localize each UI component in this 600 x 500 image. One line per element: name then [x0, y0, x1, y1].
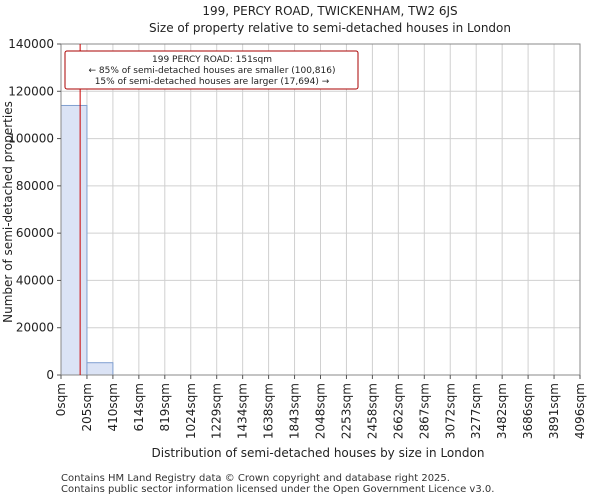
- x-tick-label: 4096sqm: [573, 383, 587, 439]
- x-tick-label: 2253sqm: [339, 383, 353, 439]
- x-tick-label: 3482sqm: [495, 383, 509, 439]
- chart-title: 199, PERCY ROAD, TWICKENHAM, TW2 6JS: [202, 4, 457, 18]
- y-tick-label: 100000: [8, 132, 54, 146]
- x-tick-label: 410sqm: [106, 383, 120, 431]
- x-tick-label: 3072sqm: [443, 383, 457, 439]
- x-tick-label: 1638sqm: [262, 383, 276, 439]
- x-tick-label: 1434sqm: [236, 383, 250, 439]
- x-tick-label: 2662sqm: [391, 383, 405, 439]
- x-tick-label: 3891sqm: [547, 383, 561, 439]
- y-tick-label: 120000: [8, 84, 54, 98]
- x-tick-label: 3277sqm: [469, 383, 483, 439]
- chart-subtitle: Size of property relative to semi-detach…: [149, 21, 511, 35]
- annotation-border: [64, 50, 359, 90]
- grid: [61, 43, 580, 376]
- x-tick-label: 819sqm: [158, 383, 172, 431]
- y-axis-label: Number of semi-detached properties: [1, 101, 15, 323]
- x-tick-label: 2867sqm: [417, 383, 431, 439]
- y-tick-label: 20000: [16, 321, 54, 335]
- x-tick-label: 614sqm: [132, 383, 146, 431]
- footer-copyright: Contains HM Land Registry data © Crown c…: [61, 473, 450, 484]
- x-tick-label: 0sqm: [54, 383, 68, 416]
- annotation-line-3: 15% of semi-detached houses are larger (…: [95, 77, 330, 87]
- annotation-line-2: ← 85% of semi-detached houses are smalle…: [88, 66, 335, 76]
- y-tick-label: 40000: [16, 273, 54, 287]
- annotation-box: 199 PERCY ROAD: 151sqm ← 85% of semi-det…: [64, 50, 359, 90]
- y-tick-label: 60000: [16, 226, 54, 240]
- bar: [60, 104, 88, 376]
- x-tick-label: 1024sqm: [184, 383, 198, 439]
- x-tick-label: 1843sqm: [288, 383, 302, 439]
- y-tick-label: 140000: [8, 37, 54, 51]
- x-tick-label: 1229sqm: [210, 383, 224, 439]
- annotation-line-1: 199 PERCY ROAD: 151sqm: [152, 55, 272, 65]
- bars: [60, 104, 114, 376]
- footer-licence: Contains public sector information licen…: [61, 484, 495, 495]
- x-ticks: 0sqm 205sqm 410sqm 614sqm 819sqm 1024sqm 1229s…: [54, 375, 587, 439]
- y-ticks: 0 20000 40000 60000 80000 100000 120000 140000: [8, 37, 61, 382]
- y-tick-label: 80000: [16, 179, 54, 193]
- x-tick-label: 2458sqm: [365, 383, 379, 439]
- x-axis-label: Distribution of semi-detached houses by …: [152, 446, 485, 460]
- x-tick-label: 2048sqm: [314, 383, 328, 439]
- y-tick-label: 0: [46, 368, 54, 382]
- bar: [86, 362, 114, 376]
- x-tick-label: 205sqm: [80, 383, 94, 431]
- x-tick-label: 3686sqm: [521, 383, 535, 439]
